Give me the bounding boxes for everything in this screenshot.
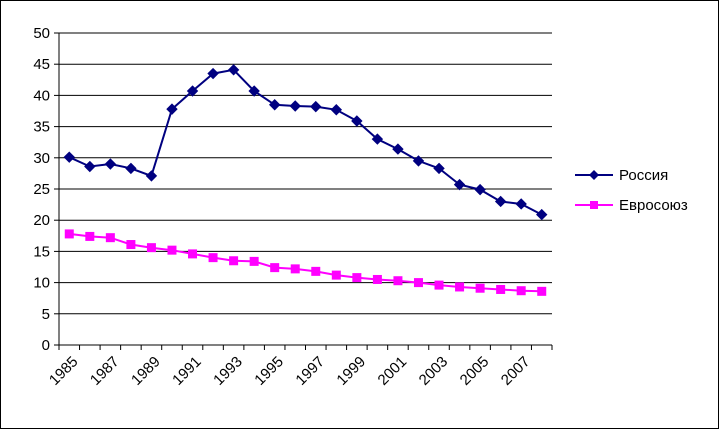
data-point <box>496 284 506 294</box>
data-point <box>104 158 117 170</box>
data-point <box>146 243 156 253</box>
y-tick-label-40: 40 <box>33 87 50 104</box>
y-tick-label-0: 0 <box>42 337 50 354</box>
data-point <box>125 162 137 175</box>
data-point <box>188 249 198 259</box>
data-point <box>515 198 527 210</box>
legend-label: Евросоюз <box>619 197 688 214</box>
data-point <box>413 278 423 288</box>
data-point <box>145 170 158 182</box>
y-tick-label-10: 10 <box>33 275 50 292</box>
data-point <box>392 143 404 155</box>
series-2 <box>64 229 547 296</box>
data-point <box>167 245 177 255</box>
y-tick-label-20: 20 <box>33 212 50 229</box>
data-point <box>229 256 239 266</box>
data-point <box>186 85 199 97</box>
x-tick-label-2001: 2001 <box>375 353 411 389</box>
data-point <box>351 115 363 127</box>
x-axis-tick-labels: 1985 1987 1989 1991 1993 1995 1997 1999 2001 2003… <box>46 353 534 389</box>
data-point <box>453 178 466 191</box>
x-tick-label-2003: 2003 <box>416 353 452 389</box>
legend-swatch-marker <box>590 201 598 209</box>
data-point <box>248 85 260 97</box>
series-layer <box>63 64 548 296</box>
legend-item-1: Россия <box>575 167 668 184</box>
x-tick-label-1985: 1985 <box>46 353 82 389</box>
x-tick-label-1989: 1989 <box>128 353 164 389</box>
data-point <box>494 195 507 208</box>
data-point <box>270 263 280 273</box>
legend: Россия Евросоюз <box>575 167 688 214</box>
data-point <box>64 229 74 239</box>
data-point <box>433 162 445 175</box>
data-point <box>227 64 240 76</box>
data-point <box>474 183 486 196</box>
data-point <box>434 280 444 290</box>
data-point <box>310 100 322 113</box>
grid-layer <box>59 32 552 315</box>
y-tick-label-45: 45 <box>33 56 50 73</box>
y-axis-tick-labels: 0 5 10 15 20 25 30 35 40 45 50 <box>33 25 50 354</box>
data-point <box>352 273 362 283</box>
data-point <box>330 104 343 116</box>
data-point <box>290 264 300 274</box>
data-point <box>126 240 136 250</box>
legend-swatch-marker <box>589 170 599 180</box>
data-point <box>311 266 321 276</box>
data-point <box>105 233 115 243</box>
data-point <box>63 151 75 163</box>
data-point <box>207 67 219 80</box>
data-point <box>412 155 425 167</box>
x-tick-label-1995: 1995 <box>251 353 287 389</box>
x-tick-label-1999: 1999 <box>333 353 369 389</box>
y-tick-label-35: 35 <box>33 119 50 136</box>
x-tick-label-1997: 1997 <box>292 353 328 389</box>
legend-item-2: Евросоюз <box>575 197 688 214</box>
x-tick-label-1991: 1991 <box>169 353 205 389</box>
x-tick-label-1993: 1993 <box>210 353 246 389</box>
series-line-1 <box>68 68 543 216</box>
data-point <box>249 256 259 266</box>
data-point <box>537 286 547 296</box>
data-point <box>536 208 548 221</box>
data-point <box>289 100 301 112</box>
data-point <box>85 231 95 241</box>
axis-layer <box>54 32 553 350</box>
series-1 <box>63 64 548 221</box>
y-tick-label-50: 50 <box>33 25 50 42</box>
y-tick-label-5: 5 <box>42 306 50 323</box>
x-tick-label-2005: 2005 <box>457 353 493 389</box>
data-point <box>371 133 384 145</box>
x-tick-label-1987: 1987 <box>87 353 123 389</box>
data-point <box>372 274 382 284</box>
y-tick-label-25: 25 <box>33 181 50 198</box>
data-point <box>166 103 178 115</box>
data-point <box>268 99 281 111</box>
y-tick-label-15: 15 <box>33 243 50 260</box>
data-point <box>455 282 465 292</box>
legend-label: Россия <box>619 167 668 184</box>
data-point <box>331 270 341 280</box>
data-point <box>475 283 485 293</box>
y-tick-label-30: 30 <box>33 150 50 167</box>
data-point <box>516 286 526 296</box>
data-point <box>208 253 218 263</box>
data-point <box>84 160 96 173</box>
x-tick-label-2007: 2007 <box>498 353 534 389</box>
data-point <box>393 276 403 286</box>
